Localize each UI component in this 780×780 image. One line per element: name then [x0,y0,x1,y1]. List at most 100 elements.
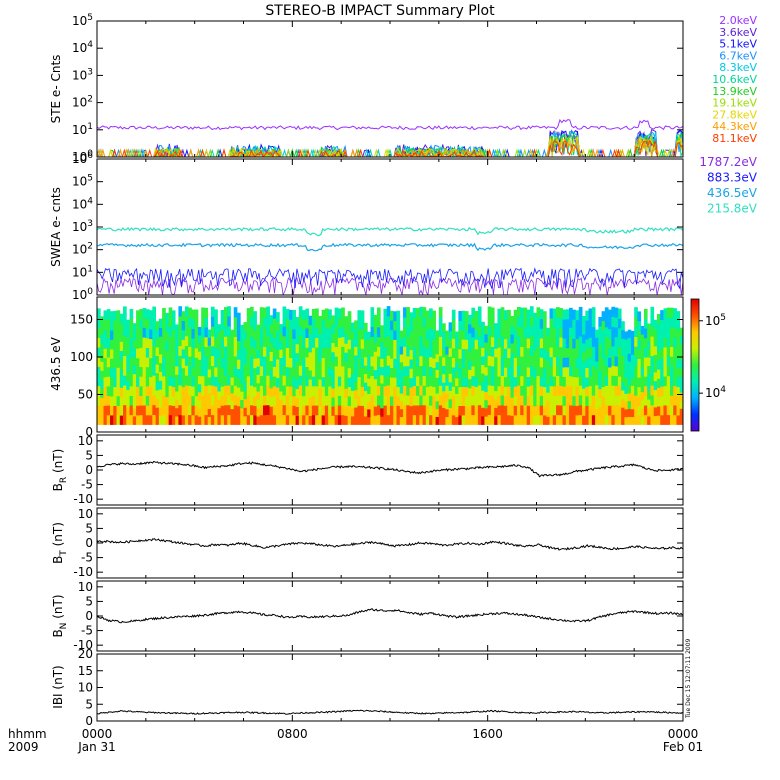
pad-heatmap-cell [634,414,638,425]
pad-heatmap-cell [390,396,394,406]
pad-heatmap-cell [201,385,205,396]
pad-heatmap-cell [298,306,303,317]
pad-heatmap-cell [556,365,560,376]
pad-heatmap-cell [640,383,645,393]
x-tick-sublabel: Jan 31 [77,740,116,754]
pad-heatmap-cell [149,329,153,340]
pad-heatmap-cell [162,308,166,319]
pad-heatmap-cell [624,354,629,363]
pad-heatmap-cell [341,317,345,328]
pad-heatmap-cell [611,316,616,327]
pad-heatmap-cell [256,324,261,334]
pad-heatmap-cell [458,377,463,388]
pad-heatmap-cell [204,405,209,416]
pad-heatmap-cell [604,405,609,416]
pad-heatmap-cell [305,376,310,387]
pad-heatmap-cell [282,355,287,366]
pad-heatmap-cell [223,395,228,406]
pad-heatmap-cell [591,356,596,367]
pad-heatmap-cell [165,405,170,416]
pad-heatmap-cell [624,393,629,402]
pad-heatmap-cell [448,381,453,391]
pad-heatmap-cell [429,376,433,387]
pad-heatmap-cell [494,365,498,375]
pad-heatmap-cell [370,346,375,357]
pad-heatmap-cell [409,377,414,388]
pad-heatmap-cell [220,386,225,397]
pad-heatmap-cell [256,357,261,367]
pad-heatmap-cell [376,366,381,377]
pad-heatmap-cell [331,388,336,398]
pad-heatmap-cell [110,339,114,350]
pad-heatmap-cell [360,405,365,416]
pad-heatmap-cell [630,331,635,340]
pad-heatmap-cell [139,386,143,396]
pad-heatmap-cell [660,386,664,397]
pad-heatmap-cell [321,405,326,416]
pad-heatmap-cell [438,414,443,425]
pad-heatmap-cell [363,416,368,425]
pad-heatmap-cell [396,377,401,387]
pad-heatmap-cell [393,349,397,359]
pad-heatmap-cell [621,364,625,374]
pad-heatmap-cell [422,414,427,425]
pad-heatmap-cell [126,328,130,338]
pad-heatmap-cell [162,395,166,406]
pad-heatmap-cell [347,386,352,397]
pad-heatmap-cell [481,364,485,374]
pad-heatmap-cell [435,385,440,394]
ste-legend-entry: 19.1keV [712,97,757,110]
bn-ylabel: BN (nT) [51,594,69,637]
ste-legend-entry: 81.1keV [712,132,757,145]
pad-heatmap-cell [279,374,283,384]
pad-heatmap-cell [106,347,111,358]
pad-heatmap-cell [194,347,199,358]
pad-heatmap-cell [393,396,397,406]
pad-heatmap-cell [474,415,479,425]
pad-heatmap-cell [455,347,459,356]
pad-heatmap-cell [315,414,319,425]
pad-heatmap-cell [282,375,287,386]
pad-heatmap-cell [181,386,186,397]
pad-heatmap-cell [523,346,528,357]
pad-heatmap-cell [214,328,218,339]
pad-heatmap-cell [136,348,140,359]
pad-heatmap-cell [614,375,619,386]
x-row1-label: hhmm [8,727,47,741]
pad-heatmap-cell [116,338,121,349]
swea-ytick-label: 102 [72,242,93,257]
pad-heatmap-cell [119,387,124,398]
pad-heatmap-cell [510,406,515,416]
pad-heatmap-cell [145,347,150,358]
pad-heatmap-cell [97,405,101,416]
pad-heatmap-cell [442,407,446,417]
pad-heatmap-cell [276,349,280,360]
pad-heatmap-cell [132,399,137,408]
pad-heatmap-cell [663,347,668,358]
pad-heatmap-cell [217,374,222,384]
pad-heatmap-cell [243,364,248,374]
pad-heatmap-cell [243,407,248,417]
pad-heatmap-cell [263,405,267,416]
pad-heatmap-cell [503,357,508,368]
pad-heatmap-cell [236,322,241,332]
pad-heatmap-cell [328,405,332,416]
pad-heatmap-cell [614,336,619,347]
pad-heatmap-cell [334,414,339,425]
pad-heatmap-cell [471,346,476,357]
pad-heatmap-cell [494,323,498,332]
pad-heatmap-cell [484,391,489,401]
pad-heatmap-cell [422,404,427,416]
pad-heatmap-cell [276,396,280,407]
pad-heatmap-cell [201,327,205,338]
br-ytick-label: 10 [78,434,93,448]
pad-heatmap-cell [477,345,482,356]
pad-heatmap-cell [614,327,619,338]
pad-heatmap-cell [155,364,160,374]
pad-heatmap-cell [611,365,616,376]
pad-heatmap-cell [181,330,186,340]
pad-heatmap-cell [207,377,212,386]
pad-heatmap-cell [461,405,466,416]
x-tick-label: 0000 [668,727,699,741]
pad-heatmap-cell [461,367,466,378]
